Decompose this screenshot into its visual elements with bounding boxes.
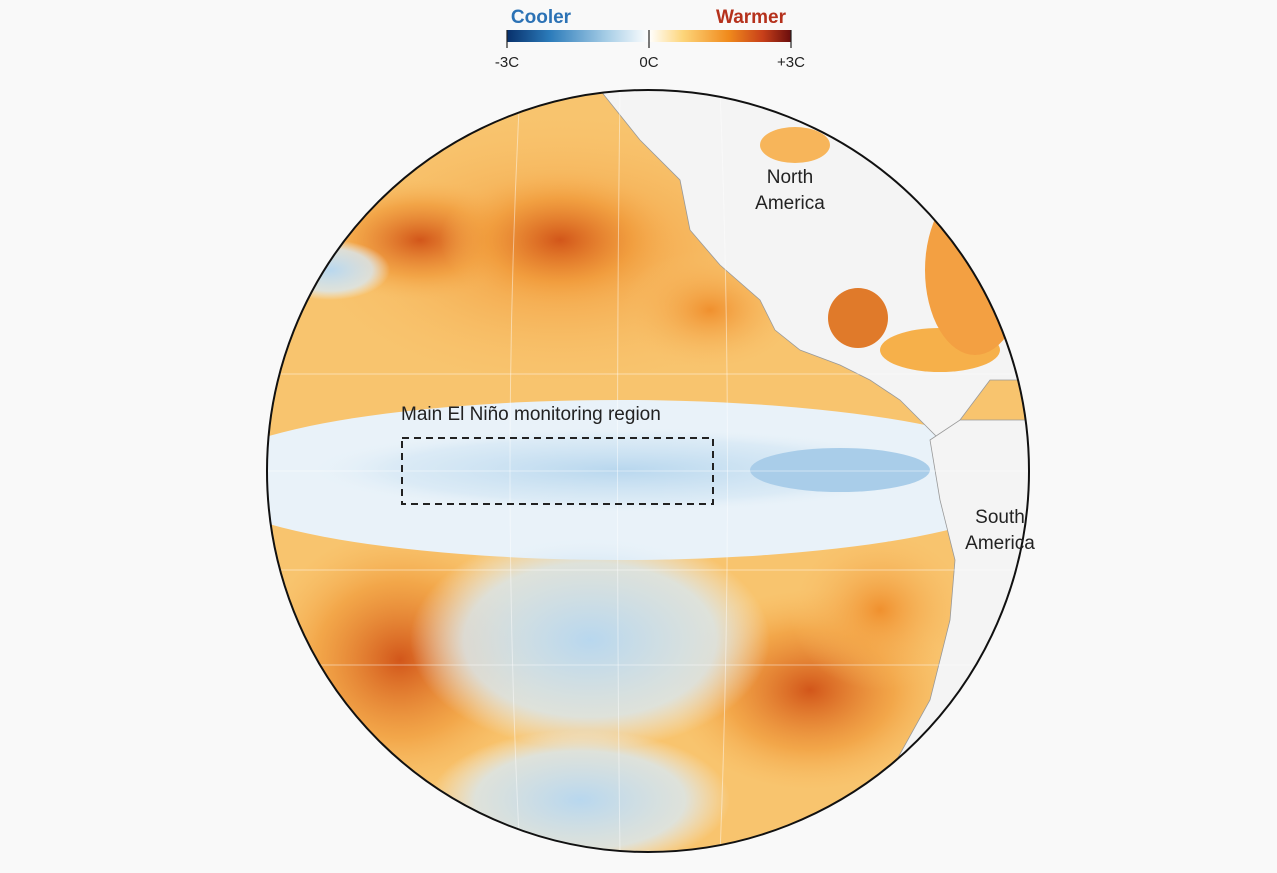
continent-label: America — [965, 533, 1035, 554]
continent-label: North — [767, 167, 813, 188]
legend-tick-label: -3C — [495, 54, 519, 71]
continent-label: South — [975, 507, 1025, 528]
legend-warm-label: Warmer — [716, 7, 787, 28]
continent-label: America — [755, 193, 825, 214]
legend-tick-label: 0C — [639, 54, 658, 71]
monitoring-region — [401, 437, 714, 505]
globe — [267, 90, 1029, 852]
globe-outline — [266, 89, 1030, 853]
legend-cool-label: Cooler — [511, 7, 572, 28]
legend-tick-label: +3C — [777, 54, 805, 71]
region-label: Main El Niño monitoring region — [401, 404, 661, 425]
